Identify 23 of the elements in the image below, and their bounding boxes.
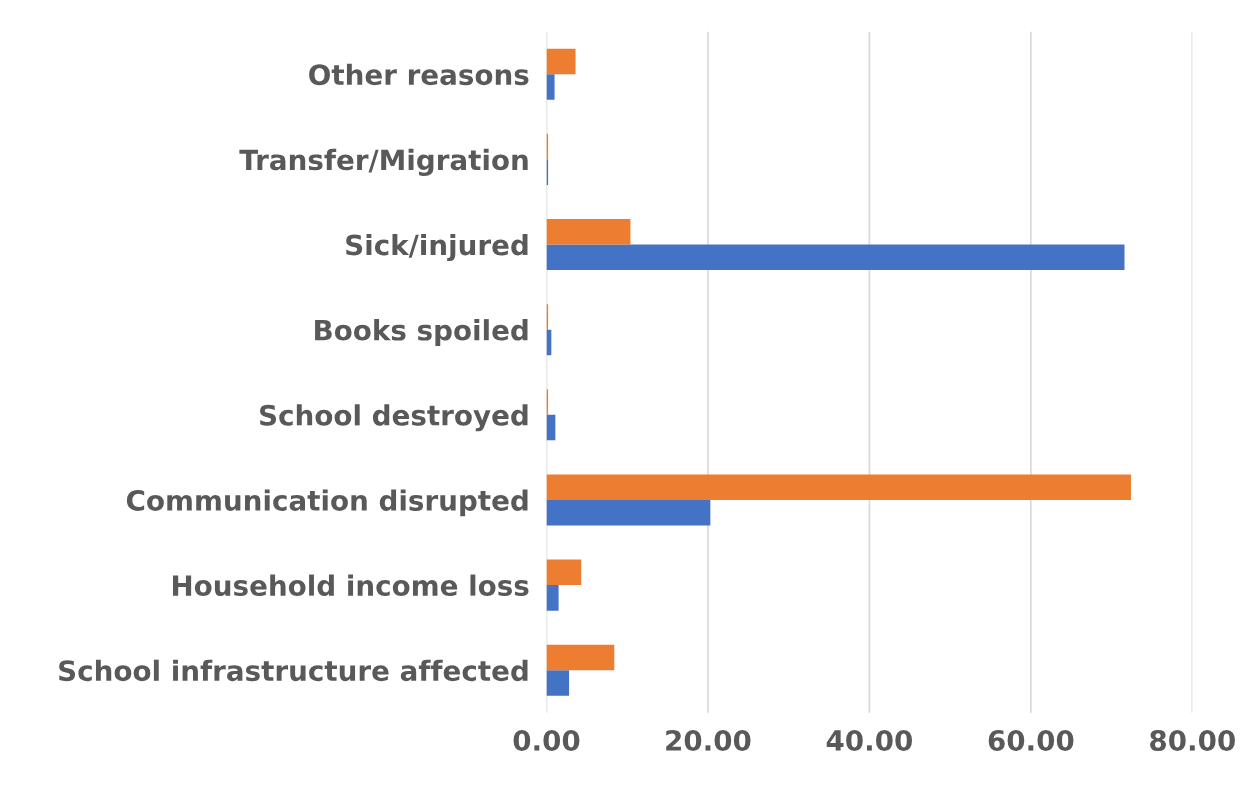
y-tick-label: School destroyed xyxy=(260,404,528,432)
bar xyxy=(546,48,576,75)
y-tick-label: Books spoiled xyxy=(315,319,528,346)
bar xyxy=(546,644,615,671)
x-tick-label: 60.00 xyxy=(988,729,1074,751)
y-tick-label: Communication disrupted xyxy=(126,489,528,517)
bar xyxy=(546,474,1131,500)
y-tick-label: Sick/injured xyxy=(346,233,528,262)
bar xyxy=(546,74,555,100)
y-tick-label: Other reasons xyxy=(309,63,529,86)
x-tick-label: 20.00 xyxy=(666,729,751,751)
y-tick-label: Household income loss xyxy=(172,574,529,597)
bar xyxy=(546,559,582,586)
y-tick-label: Transfer/Migration xyxy=(239,148,528,176)
bar xyxy=(546,218,631,245)
x-tick-label: 80.00 xyxy=(1150,729,1235,751)
bar xyxy=(546,244,1125,271)
bar xyxy=(546,499,711,526)
bar xyxy=(546,670,570,696)
x-tick-label: 40.00 xyxy=(826,729,912,751)
y-tick-label: School infrastructure affected xyxy=(59,659,528,682)
bar xyxy=(546,585,559,611)
x-tick-label: 0.00 xyxy=(513,729,580,751)
